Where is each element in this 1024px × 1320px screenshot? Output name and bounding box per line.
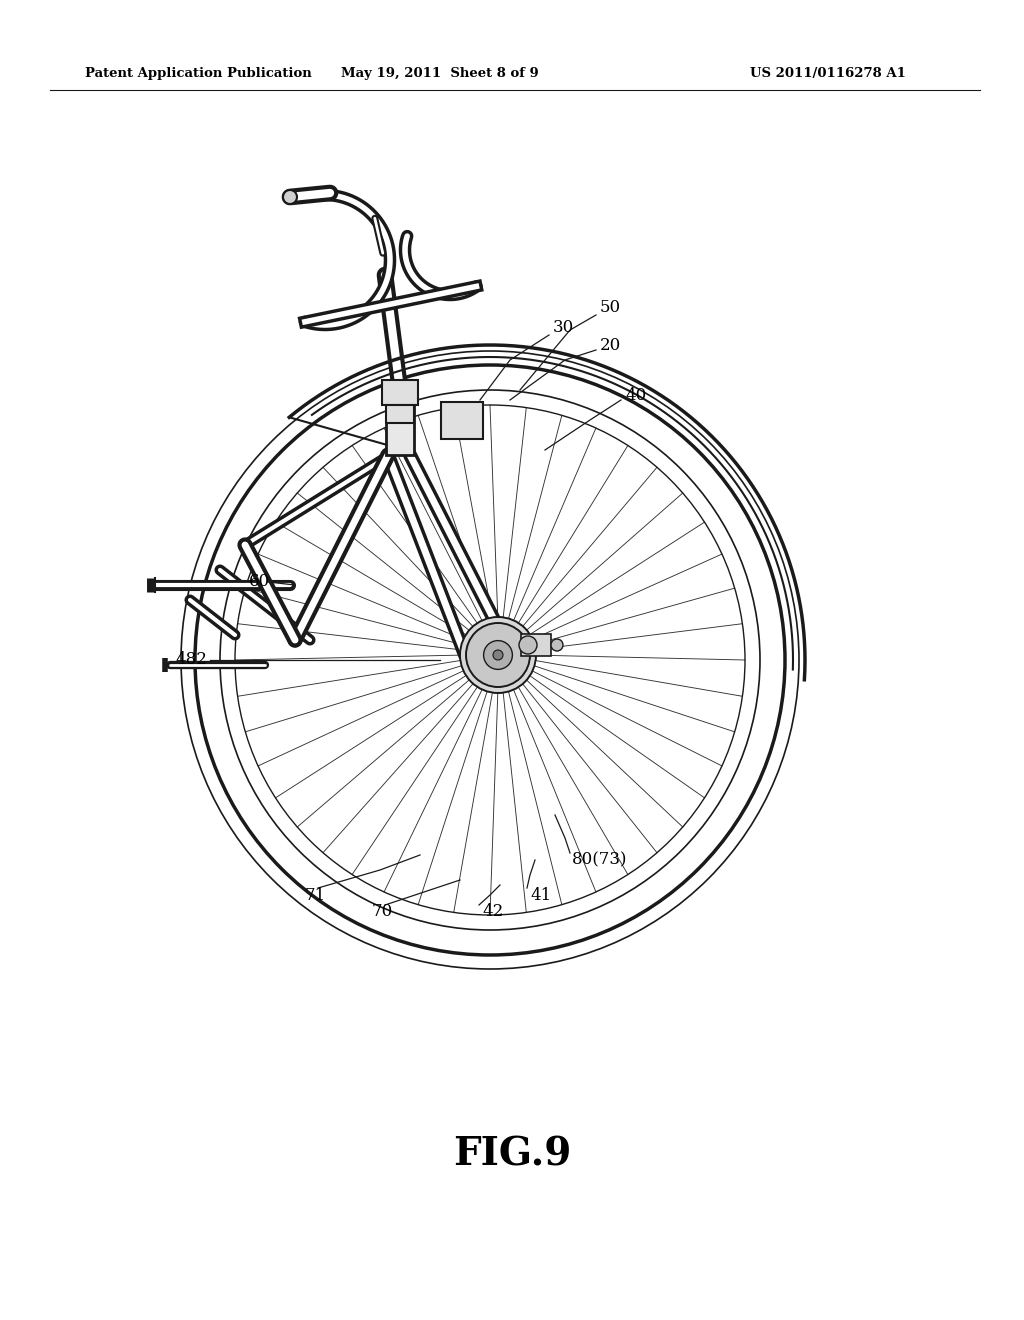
Bar	[382, 380, 418, 405]
Circle shape	[283, 190, 297, 205]
Text: FIG.9: FIG.9	[453, 1137, 571, 1173]
Bar	[521, 634, 551, 656]
Circle shape	[466, 623, 530, 686]
Text: 42: 42	[482, 903, 503, 920]
Circle shape	[519, 636, 537, 653]
Text: 30: 30	[553, 319, 574, 337]
Bar	[386, 389, 414, 455]
FancyBboxPatch shape	[441, 403, 483, 440]
Text: 50: 50	[600, 300, 622, 317]
Text: 20: 20	[600, 337, 622, 354]
Text: Patent Application Publication: Patent Application Publication	[85, 66, 311, 79]
Text: May 19, 2011  Sheet 8 of 9: May 19, 2011 Sheet 8 of 9	[341, 66, 539, 79]
Text: 40: 40	[625, 387, 646, 404]
Circle shape	[493, 649, 503, 660]
Text: US 2011/0116278 A1: US 2011/0116278 A1	[750, 66, 906, 79]
Text: 71: 71	[305, 887, 327, 903]
Circle shape	[551, 639, 563, 651]
Text: 70: 70	[372, 903, 393, 920]
Circle shape	[460, 616, 536, 693]
Text: 41: 41	[530, 887, 551, 903]
Text: 60: 60	[249, 573, 270, 590]
Circle shape	[483, 640, 512, 669]
Text: 80(73): 80(73)	[572, 851, 628, 869]
Bar	[386, 405, 414, 422]
Text: 482: 482	[175, 652, 207, 668]
